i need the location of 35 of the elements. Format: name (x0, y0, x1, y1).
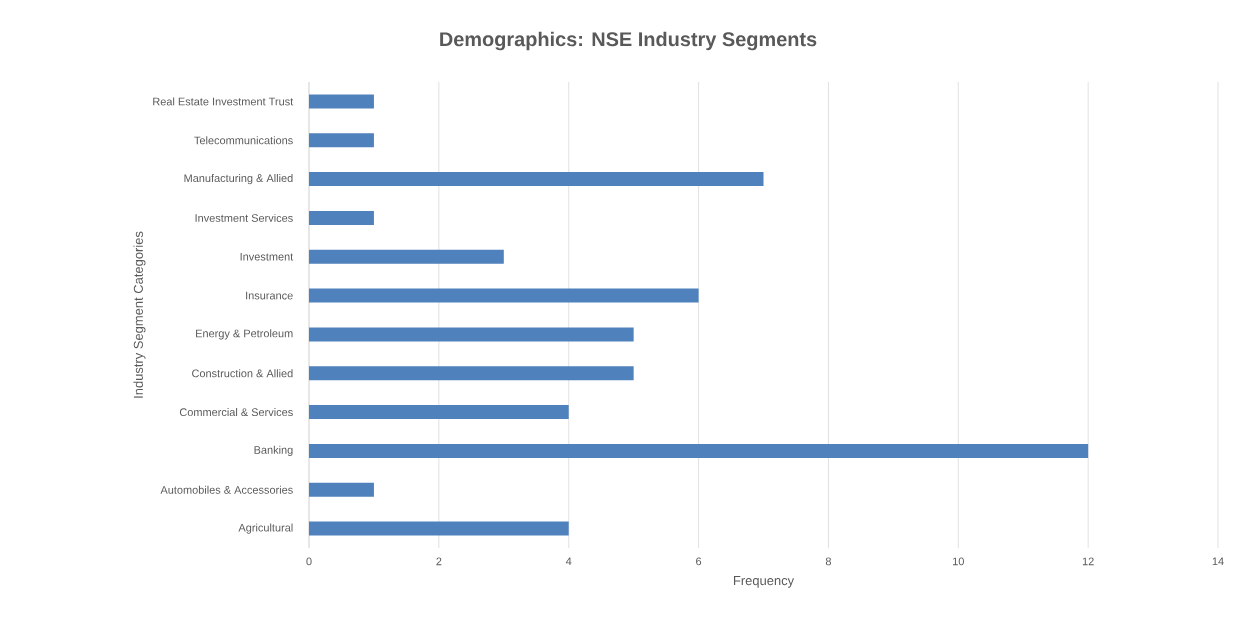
x-tick-label: 12 (1082, 557, 1094, 566)
y-tick-label: Investment Services (195, 213, 293, 222)
bar (309, 249, 504, 264)
x-tick-label: 8 (825, 557, 831, 566)
y-tick-label: Automobiles & Accessories (160, 485, 293, 494)
y-axis-title: Industry Segment Categories (133, 231, 146, 398)
bar (309, 327, 634, 342)
bar (309, 133, 374, 148)
bar (309, 210, 374, 225)
y-tick-label: Manufacturing & Allied (184, 173, 293, 185)
y-tick-label: Insurance (246, 291, 293, 300)
x-tick-label: 6 (696, 557, 702, 566)
y-tick-label: Energy & Petroleum (196, 329, 293, 340)
x-tick-label: 10 (953, 557, 964, 566)
x-axis-title: Frequency (733, 576, 795, 588)
bar (309, 405, 569, 420)
bar (309, 172, 764, 187)
y-tick-label: Real Estate Investment Trust (153, 97, 294, 106)
y-tick-label: Construction & Allied (192, 369, 293, 378)
bar (309, 482, 374, 497)
y-tick-label: Banking (254, 445, 293, 457)
bar (309, 94, 374, 109)
bar (309, 443, 1089, 458)
y-tick-label: Commercial & Services (179, 408, 293, 417)
chart-title: Demographics: NSE Industry Segments (440, 31, 817, 51)
bar (309, 366, 634, 381)
bar (309, 521, 569, 536)
y-tick-label: Agricultural (238, 523, 293, 534)
x-tick-label: 4 (565, 557, 572, 566)
x-tick-label: 0 (306, 557, 312, 566)
x-tick-label: 14 (1212, 557, 1224, 566)
bar (309, 288, 699, 303)
x-tick-label: 2 (436, 557, 442, 566)
y-tick-label: Telecommunications (194, 136, 293, 145)
y-tick-label: Investment (240, 252, 294, 261)
